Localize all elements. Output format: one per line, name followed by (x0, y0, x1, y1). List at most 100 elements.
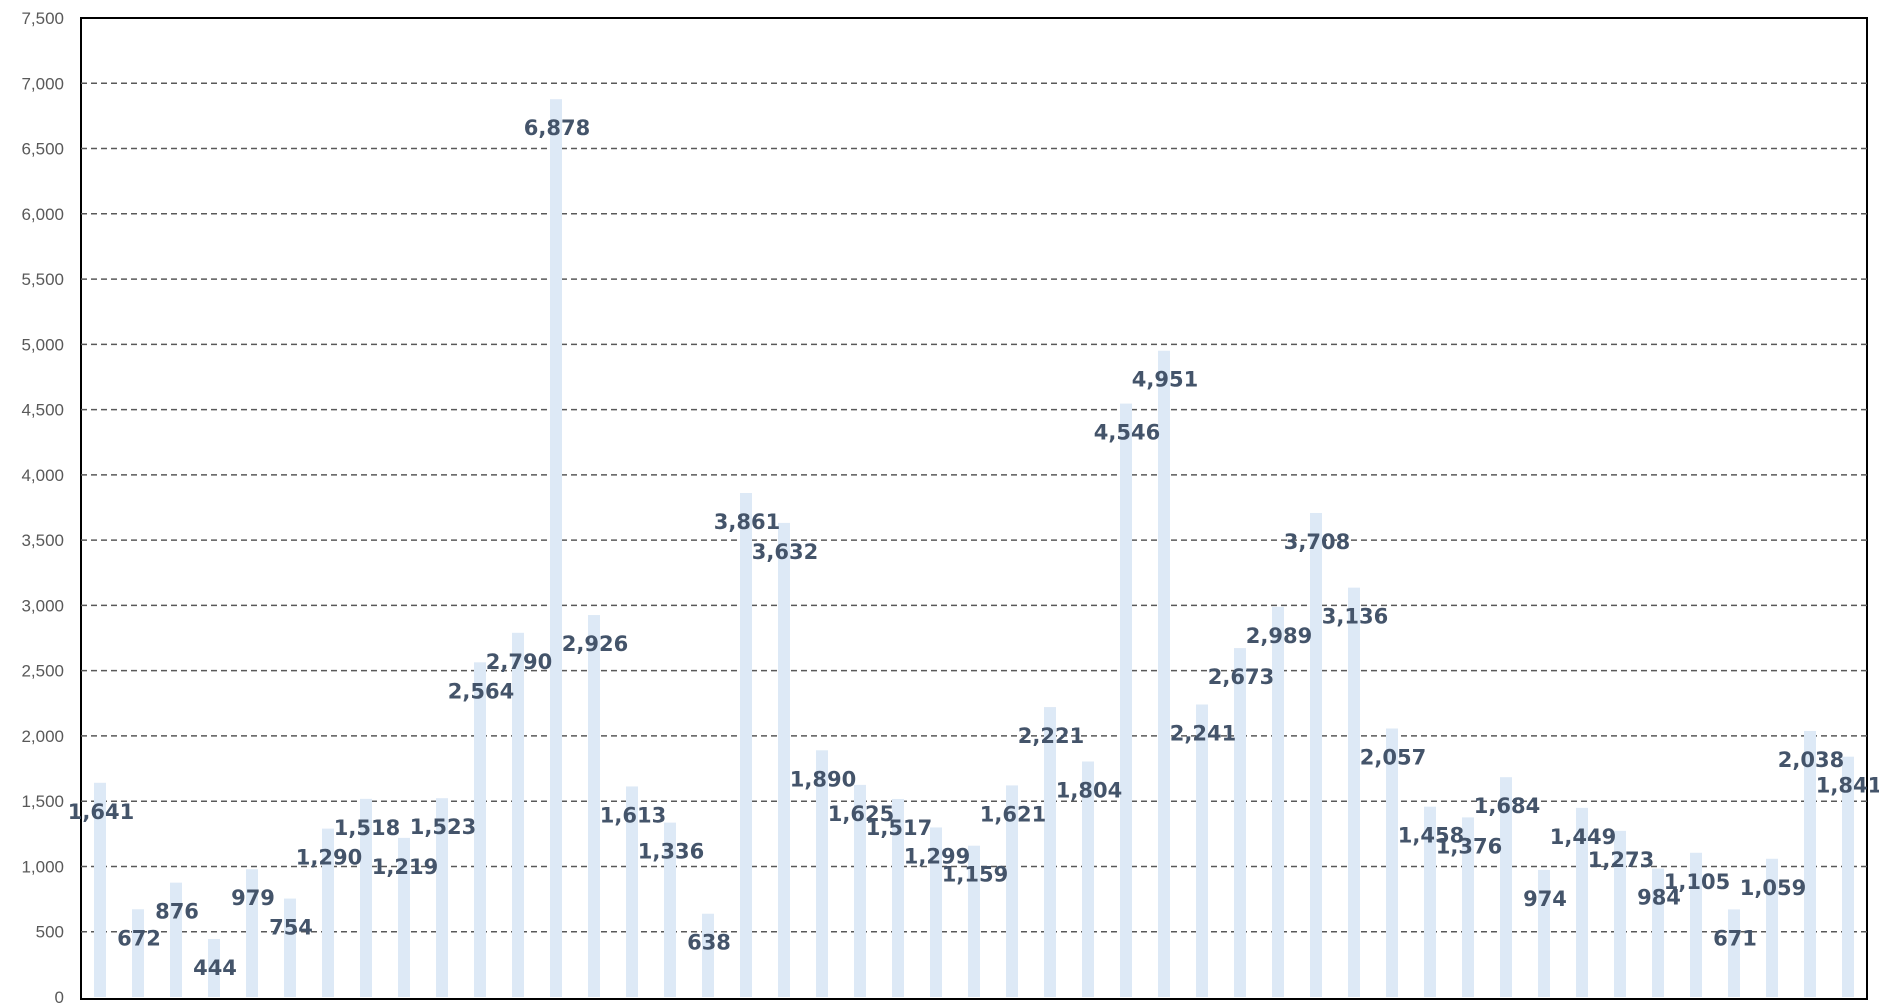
data-label: 2,989 (1246, 624, 1312, 648)
bar (930, 827, 942, 997)
data-label: 1,105 (1664, 870, 1730, 894)
y-tick-label: 1,500 (21, 792, 64, 811)
bar (816, 750, 828, 997)
data-label: 3,632 (752, 540, 818, 564)
y-tick-label: 5,000 (21, 335, 64, 354)
y-tick-label: 6,500 (21, 140, 64, 159)
y-tick-label: 4,500 (21, 401, 64, 420)
bar (1082, 761, 1094, 997)
data-label: 444 (193, 956, 237, 980)
bar (626, 786, 638, 997)
data-label: 671 (1713, 926, 1757, 950)
y-tick-label: 6,000 (21, 205, 64, 224)
data-label: 1,376 (1436, 834, 1502, 858)
bar (892, 798, 904, 997)
data-label: 6,878 (524, 116, 590, 140)
data-label: 1,299 (904, 844, 970, 868)
data-label: 754 (269, 916, 313, 940)
bar (360, 798, 372, 997)
bar (512, 632, 524, 997)
data-label: 2,564 (448, 679, 514, 703)
bar (398, 837, 410, 997)
data-label: 2,038 (1778, 748, 1844, 772)
bar (778, 522, 790, 997)
y-tick-label: 3,500 (21, 531, 64, 550)
bar (132, 909, 144, 997)
bar (1006, 785, 1018, 997)
data-label: 1,449 (1550, 825, 1616, 849)
data-label: 1,684 (1474, 794, 1540, 818)
data-label: 3,708 (1284, 530, 1350, 554)
bar (1728, 909, 1740, 997)
bar (246, 869, 258, 997)
bar (284, 898, 296, 997)
data-label: 1,890 (790, 767, 856, 791)
bar (1348, 587, 1360, 997)
data-label: 1,336 (638, 840, 704, 864)
bar (1196, 704, 1208, 997)
data-label: 672 (117, 926, 161, 950)
bar (702, 913, 714, 997)
bar-series (94, 99, 1854, 998)
bar (1424, 806, 1436, 997)
y-tick-label: 7,000 (21, 74, 64, 93)
y-tick-label: 0 (55, 988, 64, 1003)
bar (1842, 756, 1854, 997)
bar (1614, 830, 1626, 997)
data-label: 1,841 (1816, 774, 1879, 798)
y-tick-label: 4,000 (21, 466, 64, 485)
y-tick-label: 2,500 (21, 662, 64, 681)
bar (1652, 868, 1664, 997)
bar (436, 798, 448, 997)
data-label: 1,641 (68, 800, 134, 824)
data-label: 1,159 (942, 863, 1008, 887)
data-label: 984 (1637, 886, 1681, 910)
bar (1272, 606, 1284, 997)
bar (550, 99, 562, 998)
y-tick-label: 7,500 (21, 9, 64, 28)
data-label: 1,219 (372, 855, 438, 879)
data-label: 876 (155, 900, 199, 924)
bar (1690, 852, 1702, 997)
bar (1386, 728, 1398, 997)
data-label: 1,625 (828, 802, 894, 826)
bar (1766, 858, 1778, 997)
bar (1044, 707, 1056, 997)
data-label: 1,613 (600, 803, 666, 827)
y-tick-label: 5,500 (21, 270, 64, 289)
data-label: 1,273 (1588, 848, 1654, 872)
data-label: 2,673 (1208, 665, 1274, 689)
y-tick-label: 2,000 (21, 727, 64, 746)
bar (1310, 512, 1322, 997)
bar (322, 828, 334, 997)
data-label: 2,790 (486, 650, 552, 674)
gridlines (81, 82, 1867, 933)
data-label: 1,523 (410, 815, 476, 839)
bar (664, 822, 676, 997)
bar (1576, 807, 1588, 997)
y-tick-label: 500 (36, 923, 64, 942)
y-axis: 0 500 1,000 1,500 2,000 2,500 3,000 3,500 4,000 4… (21, 9, 64, 1003)
bar (1234, 648, 1246, 997)
bar (94, 782, 106, 997)
data-label: 979 (231, 886, 275, 910)
data-label: 4,951 (1132, 368, 1198, 392)
bar (588, 615, 600, 997)
data-label: 2,926 (562, 632, 628, 656)
plot-frame (80, 17, 1868, 1000)
data-label: 1,621 (980, 802, 1046, 826)
data-label: 1,517 (866, 816, 932, 840)
y-tick-label: 1,000 (21, 857, 64, 876)
data-label: 1,458 (1398, 824, 1464, 848)
data-label: 974 (1523, 887, 1567, 911)
y-tick-label: 3,000 (21, 596, 64, 615)
data-label: 638 (687, 931, 731, 955)
data-label: 2,241 (1170, 721, 1236, 745)
bar (1538, 869, 1550, 997)
data-label: 1,290 (296, 846, 362, 870)
bar (1120, 403, 1132, 997)
bar (854, 784, 866, 997)
bar (1500, 777, 1512, 997)
